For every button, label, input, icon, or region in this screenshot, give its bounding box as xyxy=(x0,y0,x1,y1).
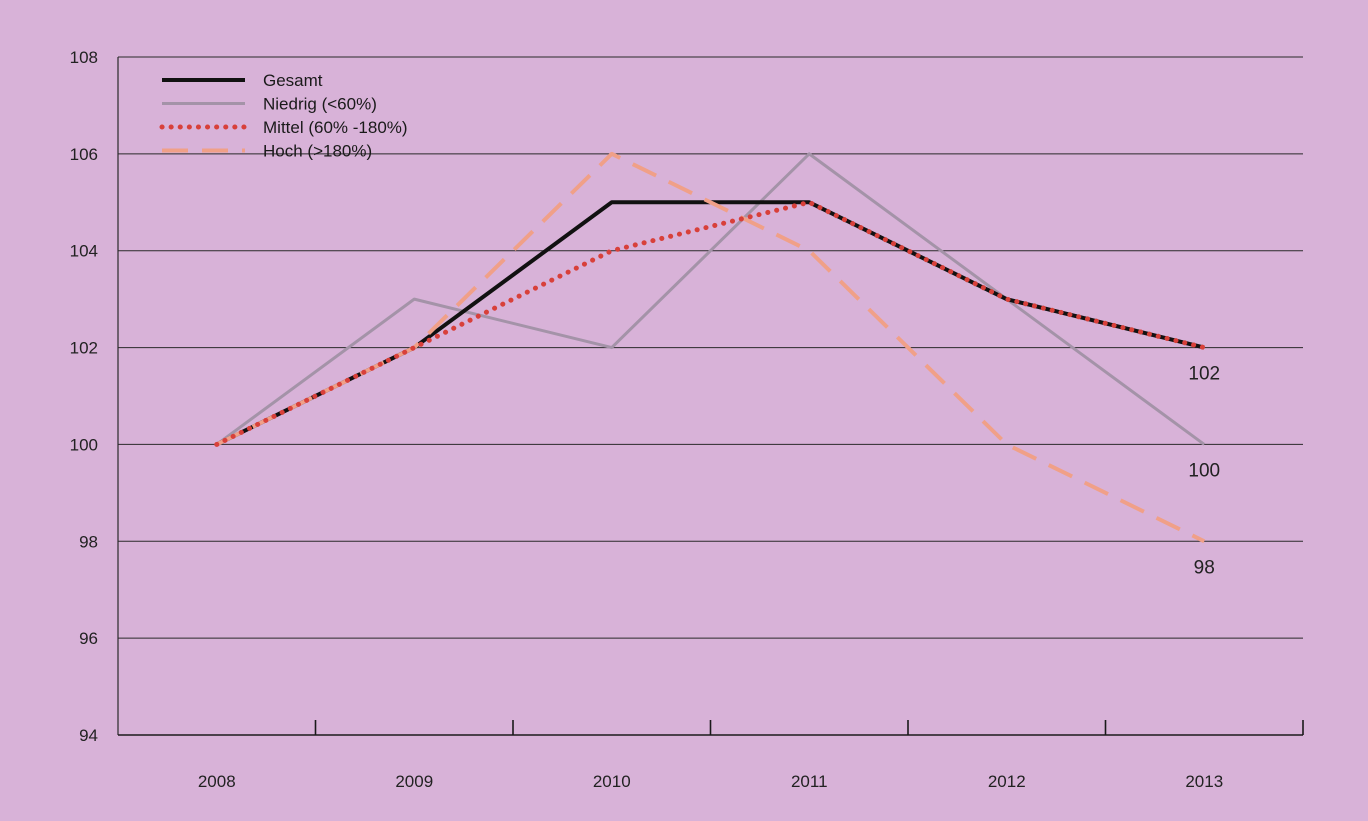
y-tick-label: 98 xyxy=(79,532,98,551)
series-line-0 xyxy=(215,200,1205,447)
y-tick-label: 96 xyxy=(79,629,98,648)
legend: Gesamt Niedrig (<60%) Mittel (60% -180%) Ho… xyxy=(159,71,408,161)
end-label: 102 xyxy=(1188,364,1220,385)
legend-label-0: Gesamt xyxy=(263,71,323,90)
series-line-2 xyxy=(214,199,1207,447)
y-tick-label: 94 xyxy=(79,726,98,745)
x-tick-label: 2010 xyxy=(593,772,631,791)
x-tick-label: 2012 xyxy=(988,772,1026,791)
legend-label-1: Niedrig (<60%) xyxy=(263,95,377,114)
axis-layer: 94 96 98 100 102 104 106 108 2008 2009 2010 2011 201… xyxy=(70,48,1304,791)
y-tick-label: 104 xyxy=(70,242,98,261)
x-tick-label: 2011 xyxy=(791,772,828,791)
y-tick-label: 100 xyxy=(70,435,98,454)
x-tick-label: 2013 xyxy=(1185,772,1223,791)
x-tick-label: 2009 xyxy=(395,772,433,791)
y-tick-label: 106 xyxy=(70,145,98,164)
end-label: 100 xyxy=(1188,460,1220,481)
series-layer xyxy=(214,151,1207,544)
x-tick-label: 2008 xyxy=(198,772,236,791)
end-label: 98 xyxy=(1194,557,1215,578)
y-tick-label: 102 xyxy=(70,339,98,358)
series-line-1 xyxy=(215,152,1206,446)
y-tick-label: 108 xyxy=(70,48,98,67)
legend-label-2: Mittel (60% -180%) xyxy=(263,118,408,137)
legend-label-3: Hoch (>180%) xyxy=(263,142,372,161)
label-layer: 102 100 98 xyxy=(1188,364,1220,579)
